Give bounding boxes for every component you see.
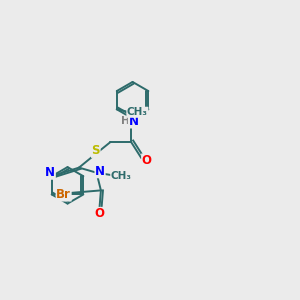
Text: Br: Br bbox=[56, 188, 71, 201]
Text: O: O bbox=[142, 154, 152, 167]
Text: N: N bbox=[128, 115, 139, 128]
Text: N: N bbox=[45, 166, 55, 179]
Text: CH₃: CH₃ bbox=[127, 107, 148, 117]
Text: H: H bbox=[122, 116, 130, 126]
Text: O: O bbox=[94, 208, 104, 220]
Text: S: S bbox=[92, 144, 100, 157]
Text: CH₃: CH₃ bbox=[111, 171, 132, 181]
Text: N: N bbox=[95, 165, 105, 178]
